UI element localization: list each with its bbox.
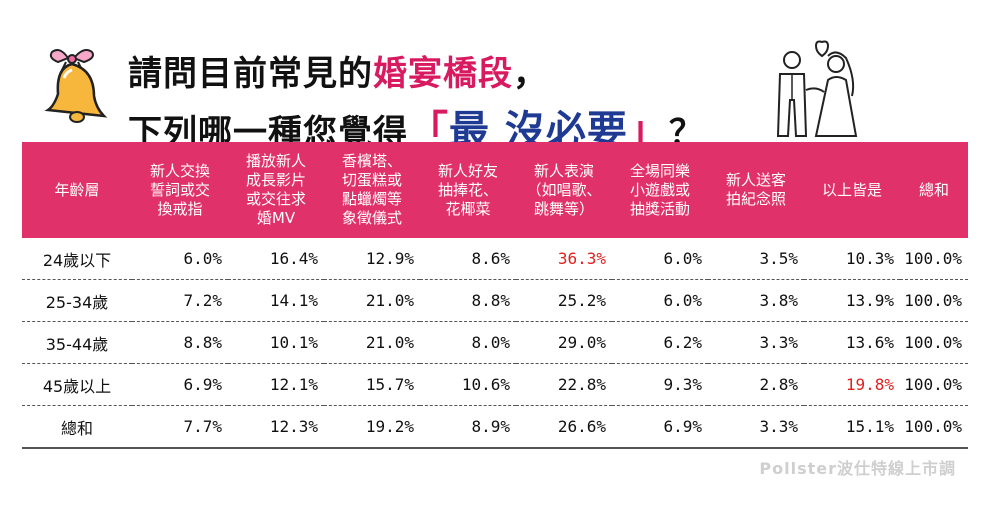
table-body: 24歲以下 6.0% 16.4% 12.9% 8.6% 36.3% 6.0% 3.5% 10.3… — [22, 238, 968, 448]
value-cell: 6.0% — [183, 249, 222, 268]
table-header-row: 年齡層 新人交換 誓詞或交 換戒指 播放新人 成長影片 或交往求 婚MV 香檳塔、 切蛋糕或 點蠟燭… — [22, 142, 968, 238]
value-cell: 19.2% — [365, 417, 414, 436]
age-group-cell: 總和 — [60, 418, 93, 438]
table-row: 25-34歲 7.2% 14.1% 21.0% 8.8% 25.2% 6.0% 3.8% 13.… — [22, 280, 968, 322]
value-cell: 3.8% — [759, 291, 798, 310]
value-cell: 3.5% — [759, 249, 798, 268]
column-header: 新人好友 抽捧花、 花椰菜 — [420, 142, 516, 238]
value-cell: 6.9% — [663, 417, 702, 436]
value-cell: 7.2% — [183, 291, 222, 310]
wedding-bell-icon — [44, 49, 108, 123]
column-header: 播放新人 成長影片 或交往求 婚MV — [228, 142, 324, 238]
value-cell: 6.0% — [663, 291, 702, 310]
value-cell: 26.6% — [557, 417, 606, 436]
table-row: 總和 7.7% 12.3% 19.2% 8.9% 26.6% 6.9% 3.3% 15.1% 10… — [22, 406, 968, 448]
value-cell: 3.3% — [759, 333, 798, 352]
column-header: 新人表演 （如唱歌、 跳舞等） — [516, 142, 612, 238]
survey-table: 年齡層 新人交換 誓詞或交 換戒指 播放新人 成長影片 或交往求 婚MV 香檳塔、 切蛋糕或 點蠟燭… — [22, 142, 968, 449]
value-cell: 100.0% — [904, 249, 962, 268]
column-header: 全場同樂 小遊戲或 抽獎活動 — [612, 142, 708, 238]
column-header: 總和 — [900, 142, 968, 238]
value-cell: 13.6% — [845, 333, 894, 352]
value-cell: 8.9% — [471, 417, 510, 436]
value-cell: 36.3% — [557, 249, 606, 268]
value-cell: 12.3% — [269, 417, 318, 436]
title-block: 請問目前常見的婚宴橋段， 下列哪一種您覺得「最 沒必要」？ — [0, 0, 988, 154]
value-cell: 10.6% — [461, 375, 510, 394]
value-cell: 100.0% — [904, 291, 962, 310]
value-cell: 12.1% — [269, 375, 318, 394]
value-cell: 3.3% — [759, 417, 798, 436]
value-cell: 100.0% — [904, 417, 962, 436]
value-cell: 10.1% — [269, 333, 318, 352]
value-cell: 9.3% — [663, 375, 702, 394]
value-cell: 22.8% — [557, 375, 606, 394]
title-line-1: 請問目前常見的婚宴橋段， — [128, 54, 548, 94]
value-cell: 6.9% — [183, 375, 222, 394]
value-cell: 12.9% — [365, 249, 414, 268]
value-cell: 15.7% — [365, 375, 414, 394]
table-row: 45歲以上 6.9% 12.1% 15.7% 10.6% 22.8% 9.3% 2.8% 19.… — [22, 364, 968, 406]
age-group-cell: 24歲以下 — [42, 250, 112, 270]
age-group-cell: 35-44歲 — [45, 334, 109, 354]
column-header: 以上皆是 — [804, 142, 900, 238]
value-cell: 6.2% — [663, 333, 702, 352]
value-cell: 10.3% — [845, 249, 894, 268]
column-header: 香檳塔、 切蛋糕或 點蠟燭等 象徵儀式 — [324, 142, 420, 238]
column-header: 新人送客 拍紀念照 — [708, 142, 804, 238]
value-cell: 19.8% — [845, 375, 894, 394]
value-cell: 13.9% — [845, 291, 894, 310]
value-cell: 2.8% — [759, 375, 798, 394]
value-cell: 100.0% — [904, 375, 962, 394]
value-cell: 8.0% — [471, 333, 510, 352]
value-cell: 6.0% — [663, 249, 702, 268]
table-row: 35-44歲 8.8% 10.1% 21.0% 8.0% 29.0% 6.2% 3.3% 13.… — [22, 322, 968, 364]
value-cell: 21.0% — [365, 333, 414, 352]
age-group-cell: 25-34歲 — [45, 292, 109, 312]
value-cell: 29.0% — [557, 333, 606, 352]
value-cell: 8.8% — [183, 333, 222, 352]
value-cell: 8.8% — [471, 291, 510, 310]
value-cell: 100.0% — [904, 333, 962, 352]
value-cell: 14.1% — [269, 291, 318, 310]
value-cell: 16.4% — [269, 249, 318, 268]
value-cell: 7.7% — [183, 417, 222, 436]
column-header: 新人交換 誓詞或交 換戒指 — [132, 142, 228, 238]
source-credit: Pollster波仕特線上市調 — [759, 459, 956, 478]
value-cell: 21.0% — [365, 291, 414, 310]
value-cell: 15.1% — [845, 417, 894, 436]
table-row: 24歲以下 6.0% 16.4% 12.9% 8.6% 36.3% 6.0% 3.5% 10.3… — [22, 238, 968, 280]
value-cell: 8.6% — [471, 249, 510, 268]
column-header: 年齡層 — [22, 142, 132, 238]
wedding-couple-icon — [776, 40, 858, 137]
value-cell: 25.2% — [557, 291, 606, 310]
age-group-cell: 45歲以上 — [42, 376, 112, 396]
